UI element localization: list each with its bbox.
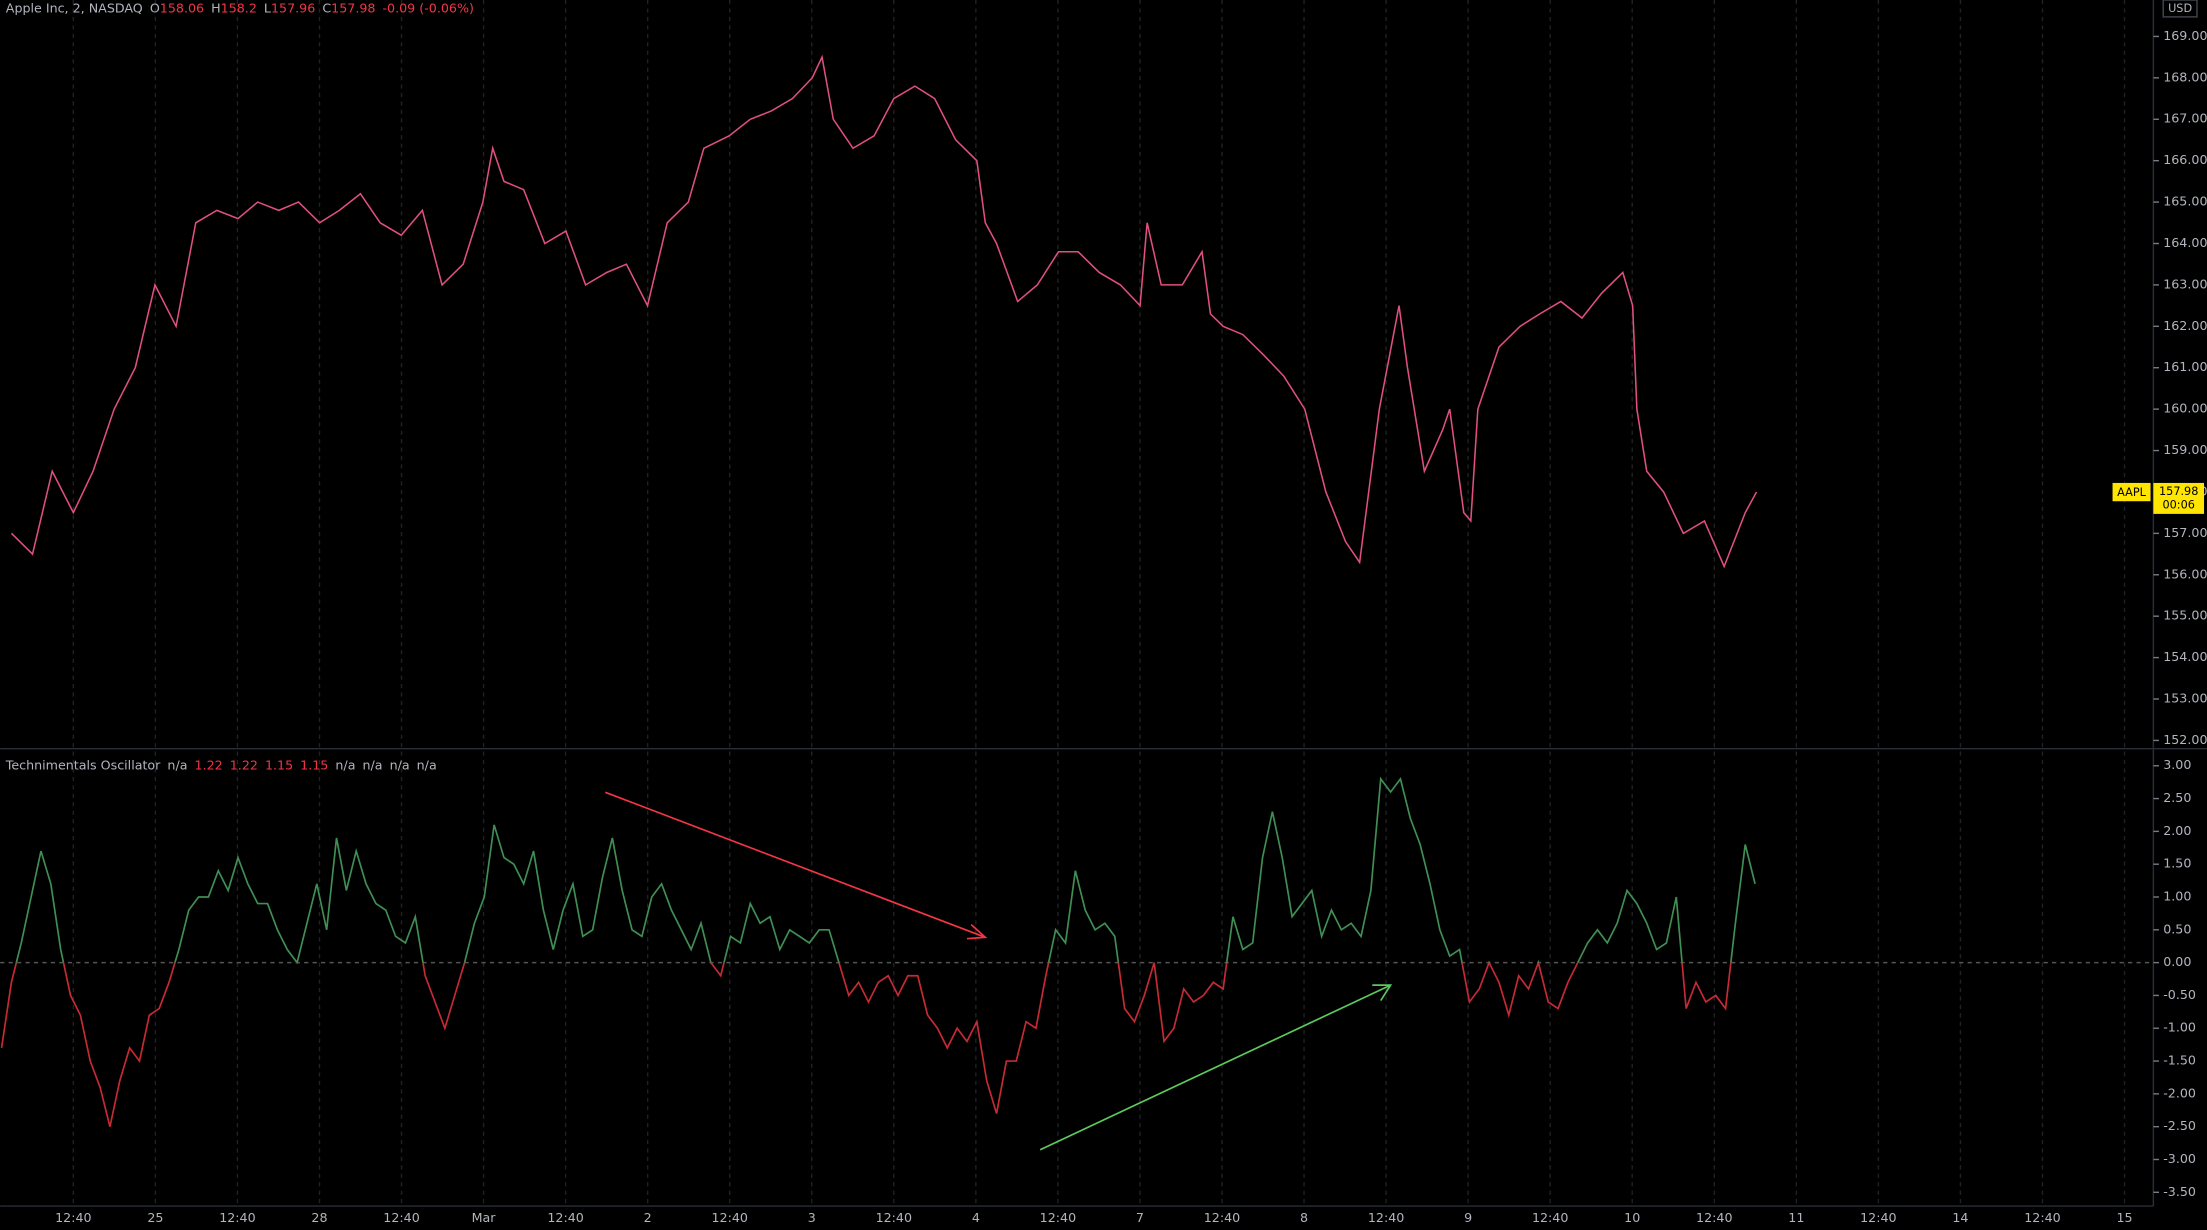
oscillator-legend: Technimentals Oscillator n/a 1.22 1.22 1.15 1…	[5, 757, 437, 772]
x-tick-label: 8	[1300, 1210, 1308, 1225]
y-tick-label: 164.00	[2163, 235, 2207, 250]
x-tick-label: 3	[808, 1210, 816, 1225]
legend-value: 1.22	[195, 757, 223, 772]
y-tick-label: 169.00	[2163, 28, 2207, 43]
y-tick-label: 168.00	[2163, 69, 2207, 84]
legend-value: n/a	[417, 757, 437, 772]
legend-value: n/a	[362, 757, 382, 772]
x-tick-label: 12:40	[1696, 1210, 1732, 1225]
x-tick-label: 12:40	[1040, 1210, 1076, 1225]
x-tick-label: 12:40	[383, 1210, 419, 1225]
ohlc-value: 157.98	[331, 0, 375, 15]
legend-value: n/a	[335, 757, 355, 772]
y-tick-label: -2.00	[2163, 1085, 2196, 1100]
arrow-head	[966, 923, 988, 940]
ohlc-label: H	[211, 0, 221, 15]
y-tick-label: 2.50	[2163, 790, 2191, 805]
x-tick-label: 12:40	[2024, 1210, 2060, 1225]
y-tick-label: 161.00	[2163, 359, 2207, 374]
x-tick-label: 12:40	[219, 1210, 255, 1225]
symbol-title: Apple Inc, 2, NASDAQ	[6, 0, 143, 15]
badge-bg	[2112, 482, 2151, 502]
legend-value: 1.15	[300, 757, 328, 772]
legend-value: n/a	[167, 757, 187, 772]
y-tick-label: 153.00	[2163, 691, 2207, 706]
y-tick-label: 0.00	[2163, 954, 2191, 969]
trend-arrow	[605, 791, 986, 939]
x-tick-label: 12:40	[711, 1210, 747, 1225]
legend-value: n/a	[390, 757, 410, 772]
y-tick-label: -0.50	[2163, 987, 2196, 1002]
x-tick-label: 9	[1464, 1210, 1472, 1225]
y-tick-label: -1.00	[2163, 1020, 2196, 1035]
y-tick-label: 163.00	[2163, 276, 2207, 291]
y-tick-label: 162.00	[2163, 318, 2207, 333]
last-price-badge: AAPL 157.98 00:06	[2112, 482, 2205, 514]
x-tick-label: 25	[147, 1210, 163, 1225]
x-tick-label: 2	[644, 1210, 652, 1225]
y-tick-label: -3.50	[2163, 1184, 2196, 1199]
change: -0.09 (-0.06%)	[383, 0, 474, 15]
y-tick-label: 166.00	[2163, 152, 2207, 167]
y-tick-label: 157.00	[2163, 525, 2207, 540]
y-tick-label: -1.50	[2163, 1053, 2196, 1068]
x-tick-label: 4	[972, 1210, 980, 1225]
arrow-head	[1372, 984, 1393, 1002]
price-line	[10, 54, 1758, 569]
x-tick-label: 28	[311, 1210, 327, 1225]
legend-value: 1.15	[265, 757, 293, 772]
y-tick-label: 3.00	[2163, 757, 2191, 772]
ohlc-label: L	[264, 0, 271, 15]
x-tick-label: 14	[1952, 1210, 1968, 1225]
y-tick-label: 1.00	[2163, 888, 2191, 903]
currency: USD	[2168, 2, 2192, 15]
badge-symbol: AAPL	[2117, 486, 2146, 499]
y-tick-label: 152.00	[2163, 732, 2207, 747]
x-tick-label: 12:40	[55, 1210, 91, 1225]
x-tick-label: 15	[2116, 1210, 2132, 1225]
x-tick-label: 11	[1788, 1210, 1804, 1225]
price-legend: Apple Inc, 2, NASDAQ O158.06 H158.2 L157.96…	[6, 0, 474, 15]
y-tick-label: 2.00	[2163, 823, 2191, 838]
oscillator-title: Technimentals Oscillator	[5, 757, 161, 772]
x-tick-label: 12:40	[547, 1210, 583, 1225]
y-tick-label: 0.50	[2163, 921, 2191, 936]
ohlc-value: 157.96	[271, 0, 315, 15]
ohlc-value: 158.2	[221, 0, 257, 15]
x-tick-label: 12:40	[1860, 1210, 1896, 1225]
x-tick-label: 10	[1624, 1210, 1640, 1225]
x-tick-label: 12:40	[876, 1210, 912, 1225]
x-tick-label: 12:40	[1368, 1210, 1404, 1225]
ohlc-label: O	[150, 0, 160, 15]
badge-countdown: 00:06	[2162, 498, 2194, 511]
oscillator-line-down	[0, 962, 1732, 1127]
x-tick-label: 7	[1136, 1210, 1144, 1225]
legend-value: 1.22	[230, 757, 258, 772]
trend-arrow	[1039, 984, 1391, 1151]
y-tick-label: 159.00	[2163, 442, 2207, 457]
y-tick-label: -3.00	[2163, 1151, 2196, 1166]
y-tick-label: -2.50	[2163, 1118, 2196, 1133]
badge-price: 157.98	[2159, 485, 2198, 498]
x-tick-label: 12:40	[1204, 1210, 1240, 1225]
currency-box	[2162, 0, 2198, 18]
x-tick-label: Mar	[472, 1210, 497, 1225]
y-tick-label: 155.00	[2163, 608, 2207, 623]
ohlc-value: 158.06	[160, 0, 204, 15]
y-tick-label: 154.00	[2163, 649, 2207, 664]
y-tick-label: 160.00	[2163, 401, 2207, 416]
y-tick-label: 167.00	[2163, 111, 2207, 126]
y-tick-label: 165.00	[2163, 194, 2207, 209]
ohlc-label: C	[322, 0, 331, 15]
x-tick-label: 12:40	[1532, 1210, 1568, 1225]
y-tick-label: 156.00	[2163, 566, 2207, 581]
oscillator-line-up	[15, 776, 1756, 963]
badge-bg	[2153, 482, 2205, 514]
y-tick-label: 1.50	[2163, 856, 2191, 871]
